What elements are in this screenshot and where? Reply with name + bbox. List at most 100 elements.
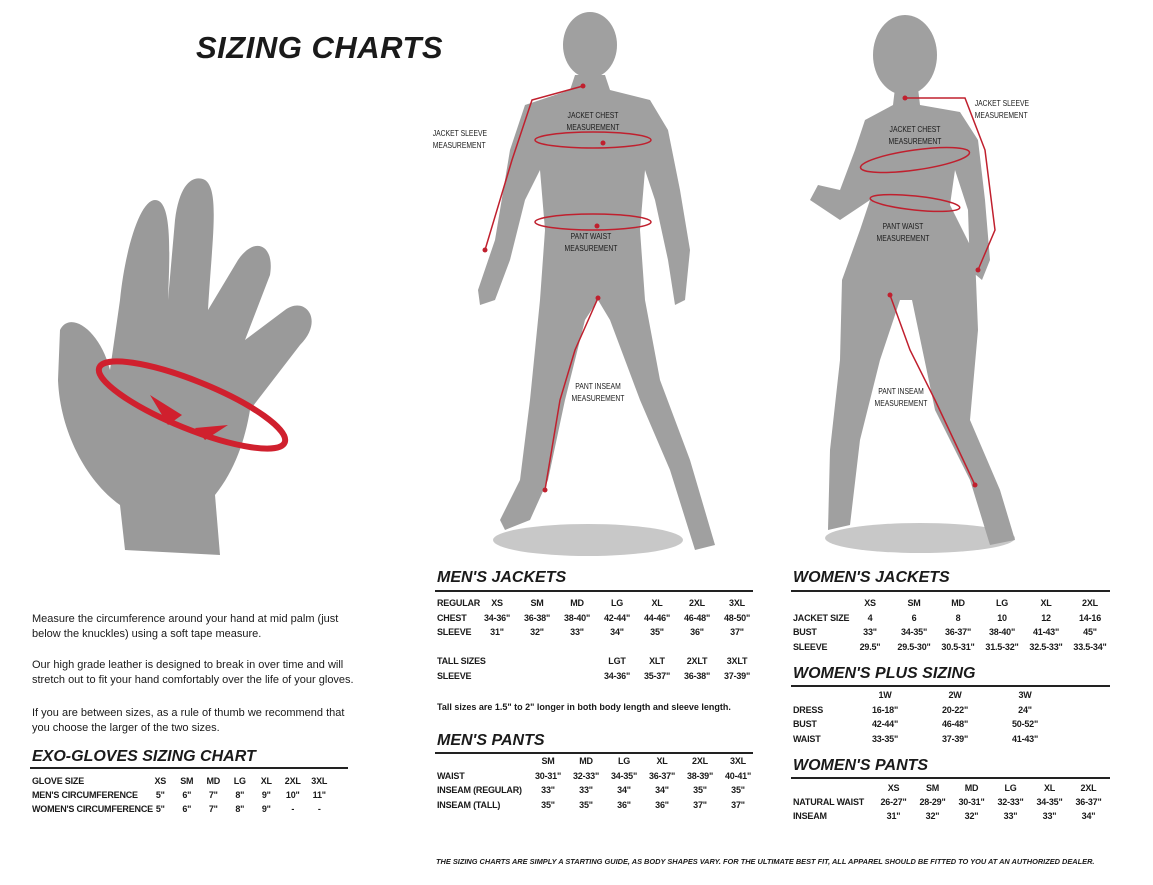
cell-value: 37-39": [941, 734, 969, 745]
cell-value: 44-46": [643, 612, 671, 623]
size-header: LG: [610, 598, 624, 608]
row-label: BUST: [793, 719, 817, 730]
cell-value: 31": [886, 811, 901, 821]
cell-value: 36-37": [648, 770, 676, 781]
row-label: SLEEVE: [437, 627, 472, 637]
table-title: WOMEN'S PANTS: [793, 757, 929, 774]
cell-value: 7": [208, 804, 218, 814]
cell-value: 36": [617, 799, 631, 810]
cell-value: 32": [925, 811, 940, 821]
woman-body: [810, 88, 1015, 545]
row-label: BUST: [793, 627, 817, 637]
man-head: [563, 12, 617, 78]
cell-value: 32": [530, 627, 544, 637]
cell-value: 12: [1041, 612, 1051, 623]
cell-value: 34-35": [900, 627, 928, 637]
size-header: XLT: [649, 656, 665, 666]
row-label: INSEAM (TALL): [437, 799, 501, 810]
size-header: 2W: [948, 690, 962, 700]
row-label: JACKET SIZE: [793, 612, 850, 623]
cell-value: 29.5": [859, 641, 881, 652]
row-label: WAIST: [437, 770, 465, 781]
table-rule: [791, 777, 1110, 779]
cell-value: 16-18": [871, 704, 899, 715]
cell-value: 31.5-32": [985, 641, 1019, 652]
cell-value: 38-39": [686, 770, 714, 781]
header-label: GLOVE SIZE: [32, 776, 85, 786]
cell-value: 7": [208, 790, 218, 800]
cell-value: 6: [911, 612, 917, 623]
cell-value: 32-33": [997, 797, 1024, 807]
wrist-band: [95, 358, 289, 452]
header-label: TALL SIZES: [437, 656, 486, 666]
cell-value: 35": [693, 785, 707, 795]
woman-dots: [887, 95, 981, 488]
size-header: XL: [260, 776, 272, 786]
table-title: MEN'S PANTS: [437, 732, 545, 749]
cell-value: 41-43": [1032, 627, 1060, 637]
size-header: XS: [154, 776, 167, 786]
cell-value: 28-29": [919, 797, 946, 807]
table-title: EXO-GLOVES SIZING CHART: [32, 748, 256, 765]
table-title: WOMEN'S PLUS SIZING: [793, 665, 976, 682]
cell-value: 34": [617, 785, 631, 795]
size-header: 2XL: [692, 756, 708, 766]
shadow: [825, 523, 1015, 553]
size-header: MD: [570, 598, 584, 608]
size-header: SM: [530, 598, 544, 608]
size-header: MD: [206, 776, 221, 786]
size-header: XS: [887, 783, 900, 793]
man-measures: [484, 85, 652, 491]
size-header: 2XL: [689, 598, 705, 608]
cell-value: 30-31": [958, 797, 985, 807]
cell-value: 31": [490, 627, 504, 637]
hand: [58, 178, 312, 555]
size-header: LG: [617, 756, 631, 766]
cell-value: 50-52": [1011, 719, 1039, 730]
cell-value: 35": [541, 799, 555, 810]
figure-label: JACKET SLEEVE MEASUREMENT: [432, 129, 488, 150]
cell-value: 37": [730, 627, 744, 637]
cell-value: 6": [182, 804, 192, 814]
cell-value: 32.5-33": [1029, 641, 1063, 652]
size-header: XL: [656, 756, 668, 766]
cell-value: 36-37": [944, 627, 972, 637]
cell-value: 8: [955, 612, 961, 623]
cell-value: 37": [693, 799, 707, 810]
figure-label: PANT INSEAM MEASUREMENT: [571, 382, 625, 403]
size-header: 2XL: [1080, 783, 1097, 793]
table-rule: [791, 685, 1110, 687]
table-rule: [791, 590, 1110, 592]
paragraph: Measure the circumference around your ha…: [32, 613, 339, 640]
footer-note: THE SIZING CHARTS ARE SIMPLY A STARTING …: [436, 857, 1095, 866]
size-header: 3XL: [729, 598, 745, 608]
cell-value: 32-33": [572, 770, 600, 781]
row-label: WAIST: [793, 734, 821, 745]
cell-value: 34-36": [483, 612, 511, 623]
cell-value: 32": [964, 811, 979, 821]
cell-value: 34-35": [1036, 797, 1063, 807]
size-header: SM: [925, 783, 940, 793]
cell-value: 33": [1042, 811, 1057, 821]
header-label: REGULAR: [437, 598, 481, 608]
cell-value: 33": [570, 627, 584, 637]
size-header: LGT: [608, 656, 626, 666]
cell-value: 40-41": [724, 770, 752, 781]
cell-value: 48-50": [723, 612, 751, 623]
row-label: SLEEVE: [793, 641, 828, 652]
cell-value: 35": [731, 785, 745, 795]
size-header: 1W: [878, 690, 892, 700]
cell-value: 42-44": [871, 719, 899, 730]
woman-head: [873, 15, 937, 95]
size-header: 3W: [1018, 690, 1032, 700]
figure-label: PANT WAIST MEASUREMENT: [876, 222, 930, 243]
cell-value: 36-37": [1075, 797, 1102, 807]
cell-value: -: [317, 804, 321, 814]
cell-value: 9": [261, 790, 271, 800]
arrow: [195, 425, 228, 440]
cell-value: 14-16: [1078, 612, 1102, 623]
man-body: [478, 75, 715, 550]
size-header: MD: [951, 598, 965, 608]
woman-measures: [859, 97, 996, 486]
